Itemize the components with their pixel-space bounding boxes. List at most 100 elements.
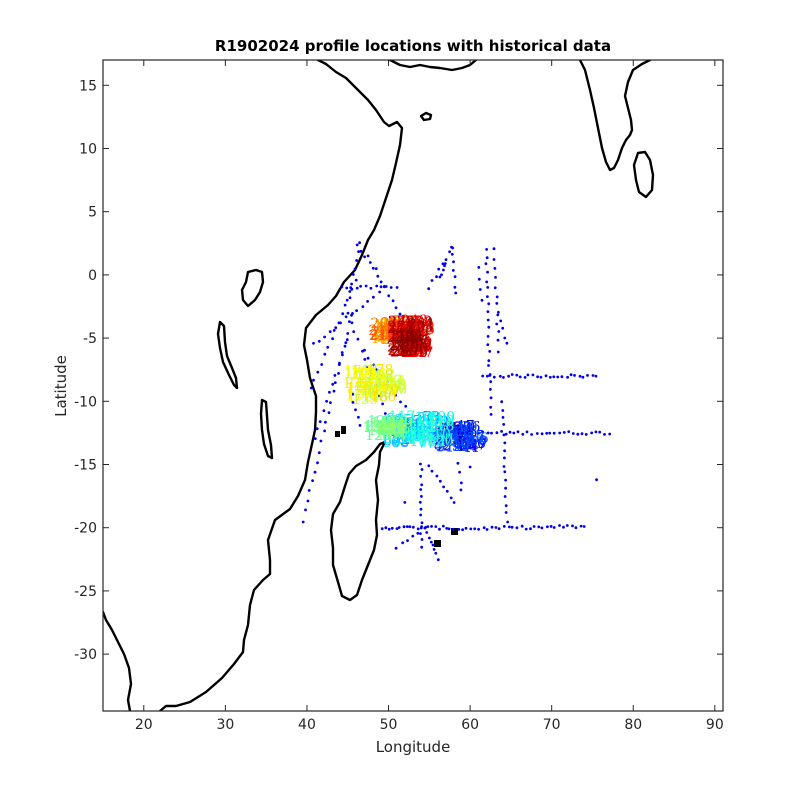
historical-point [420, 495, 423, 498]
historical-point [357, 415, 360, 419]
profile-marker: 69 [406, 428, 424, 444]
profile-marker: 67 [427, 430, 445, 446]
historical-point [443, 264, 446, 268]
profile-marker: 84 [417, 411, 435, 427]
historical-point [486, 310, 490, 313]
historical-point [322, 409, 326, 413]
profile-marker: 45 [467, 429, 485, 445]
profile-marker: 260 [406, 315, 433, 331]
historical-point [573, 374, 576, 377]
profile-marker: 125 [368, 414, 395, 430]
historical-point [319, 439, 323, 443]
profile-marker: 227 [396, 320, 423, 336]
historical-point [402, 525, 406, 529]
profile-marker: 81 [398, 432, 416, 448]
profile-marker: 236 [399, 325, 426, 341]
historical-point [492, 247, 496, 251]
profile-marker: 88 [388, 421, 406, 437]
historical-point [495, 295, 499, 299]
profile-marker: 160 [381, 382, 408, 398]
historical-point [406, 539, 409, 542]
historical-point [524, 527, 528, 531]
profile-marker: 134 [380, 428, 407, 444]
historical-point [316, 370, 320, 374]
profile-marker: 116 [380, 415, 407, 431]
historical-point [390, 526, 394, 530]
profile-marker: 141 [370, 416, 397, 432]
historical-point [317, 339, 321, 343]
historical-point [452, 260, 455, 264]
profile-marker: 52 [445, 420, 463, 436]
profile-marker: 117 [389, 409, 416, 425]
historical-point [526, 373, 530, 377]
historical-point [323, 335, 326, 339]
profile-marker: 252 [403, 324, 430, 340]
historical-point [507, 525, 511, 529]
historical-point [477, 277, 481, 281]
y-tick-label: 5 [88, 205, 97, 221]
profile-marker: 39 [434, 438, 452, 454]
profile-marker: 280 [391, 344, 418, 360]
profile-marker: 231 [401, 345, 428, 361]
historical-point [531, 373, 535, 377]
profile-marker: 171 [352, 367, 379, 383]
historical-point [539, 375, 543, 379]
profile-marker: 51 [436, 439, 454, 455]
historical-point [552, 431, 556, 435]
profile-marker: 206 [391, 318, 418, 334]
profile-marker: 101 [408, 411, 435, 427]
profile-marker: 277 [401, 333, 428, 349]
historical-point [364, 284, 368, 288]
historical-point [477, 431, 481, 435]
historical-point [481, 430, 484, 434]
historical-point [374, 267, 378, 270]
historical-point [516, 430, 520, 434]
historical-point [366, 365, 370, 369]
profile-marker: 114 [399, 431, 426, 447]
profile-marker: 243 [388, 315, 415, 331]
profile-marker: 173 [344, 364, 371, 380]
historical-point [332, 389, 336, 393]
historical-point [562, 431, 566, 434]
historical-point [384, 285, 388, 288]
historical-point [383, 412, 387, 415]
profile-marker: 177 [345, 388, 372, 404]
profile-marker: 65 [402, 418, 420, 434]
historical-point [351, 401, 355, 404]
profile-marker: 246 [398, 337, 425, 353]
profile-marker: 270 [391, 344, 418, 360]
profile-marker: 28 [452, 426, 470, 442]
historical-point [450, 245, 453, 249]
historical-point [507, 374, 510, 378]
historical-point [486, 286, 490, 289]
historical-point [315, 427, 319, 431]
profile-marker: 276 [401, 345, 428, 361]
historical-point [380, 375, 384, 378]
x-tick-label: 20 [135, 717, 153, 733]
profile-marker: 123 [374, 421, 401, 437]
historical-point [355, 259, 358, 262]
historical-point [489, 380, 493, 384]
historical-point [489, 396, 493, 400]
mafia-island [335, 431, 340, 437]
historical-point [444, 258, 448, 261]
historical-point [340, 351, 344, 354]
historical-point [387, 527, 391, 531]
profile-marker: 205 [379, 326, 406, 342]
historical-point [552, 375, 556, 379]
profile-marker: 77 [418, 436, 436, 452]
profile-marker: 196 [374, 319, 401, 335]
historical-point [358, 241, 361, 245]
historical-point [576, 432, 580, 436]
historical-point [461, 528, 464, 532]
profile-marker: 224 [399, 342, 426, 358]
profile-marker: 64 [393, 420, 411, 436]
profile-marker: 287 [389, 338, 416, 354]
historical-point [334, 326, 338, 330]
historical-point [391, 299, 395, 303]
historical-point [395, 286, 399, 289]
historical-point [459, 488, 463, 492]
profile-marker: 166 [371, 379, 398, 395]
historical-point [325, 399, 328, 403]
